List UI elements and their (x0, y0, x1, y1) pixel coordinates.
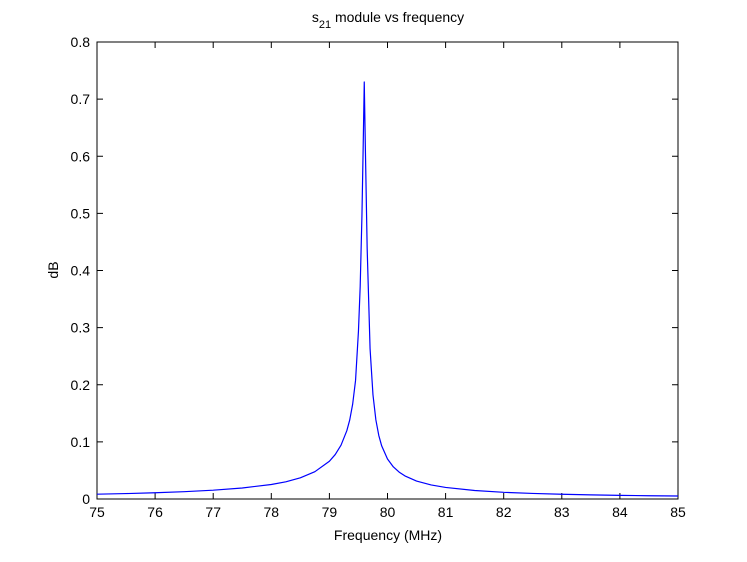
x-axis-label: Frequency (MHz) (334, 527, 442, 543)
y-axis-label: dB (45, 261, 61, 278)
y-tick-label: 0.8 (71, 34, 91, 50)
y-tick-label: 0.4 (71, 263, 91, 279)
series-line-0 (96, 81, 679, 497)
x-tick-label: 76 (147, 504, 163, 520)
x-axis-ticks: 75 76 77 78 79 80 81 82 83 84 85 (89, 42, 686, 520)
x-tick-label: 77 (205, 504, 221, 520)
x-tick-label: 78 (264, 504, 280, 520)
chart-title: s21 module vs frequency (312, 9, 464, 31)
series-layer (96, 81, 679, 497)
x-tick-label: 84 (612, 504, 628, 520)
x-tick-label: 81 (438, 504, 454, 520)
x-tick-label: 82 (496, 504, 512, 520)
x-tick-label: 83 (554, 504, 570, 520)
title-main: s (312, 9, 319, 25)
y-axis-ticks: 0 0.1 0.2 0.3 0.4 0.5 0.6 0.7 0.8 (71, 34, 678, 507)
x-tick-label: 80 (380, 504, 396, 520)
plot-area (96, 41, 679, 500)
y-tick-label: 0 (82, 491, 90, 507)
x-tick-label: 79 (322, 504, 338, 520)
y-tick-label: 0.6 (71, 148, 91, 164)
y-tick-label: 0.2 (71, 377, 91, 393)
y-tick-label: 0.3 (71, 320, 91, 336)
title-rest: module vs frequency (331, 9, 464, 25)
title-subscript: 21 (319, 19, 331, 31)
x-tick-label: 85 (670, 504, 686, 520)
y-tick-label: 0.5 (71, 205, 91, 221)
x-tick-label: 75 (89, 504, 105, 520)
y-tick-label: 0.1 (71, 434, 91, 450)
y-tick-label: 0.7 (71, 91, 91, 107)
svg-text:s21 module vs frequency: s21 module vs frequency (312, 9, 464, 31)
